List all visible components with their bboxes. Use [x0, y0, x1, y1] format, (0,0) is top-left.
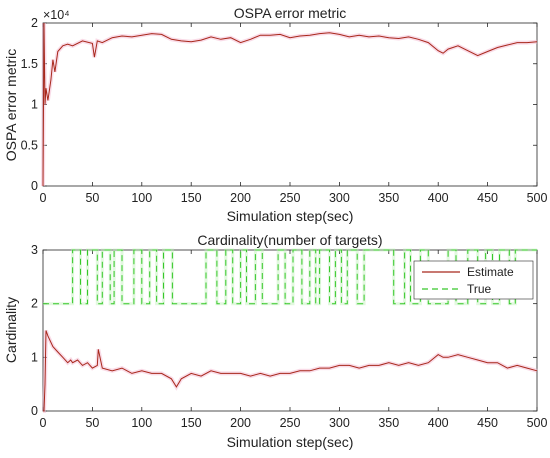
- cardinality-chart-title: Cardinality(number of targets): [197, 232, 382, 248]
- cardinality-x-tick-label: 50: [85, 416, 99, 430]
- cardinality-y-tick-label: 2: [31, 297, 38, 311]
- ospa-y-tick-label: 0.5: [21, 138, 38, 152]
- cardinality-x-tick-label: 0: [40, 416, 47, 430]
- ospa-series: [41, 22, 538, 187]
- estimate-series-line: [43, 330, 538, 412]
- ospa-x-tick-label: 250: [280, 191, 301, 205]
- cardinality-panel: 0 50 100 150 200 250 300 350 400 450 500 0 1 2 3 Cardi…: [3, 232, 547, 450]
- cardinality-x-axis-label: Simulation step(sec): [227, 434, 354, 450]
- ospa-x-tick-label: 450: [477, 191, 498, 205]
- cardinality-x-tick-label: 500: [527, 416, 548, 430]
- ospa-y-tick-label: 1: [31, 98, 38, 112]
- cardinality-x-tick-label: 150: [181, 416, 202, 430]
- legend-box: [413, 260, 534, 300]
- legend-true-label: True: [467, 282, 492, 296]
- ospa-x-tick-label: 200: [230, 191, 251, 205]
- ospa-x-tick-label: 350: [378, 191, 399, 205]
- cardinality-x-tick-label: 400: [428, 416, 449, 430]
- ospa-x-tick-label: 150: [181, 191, 202, 205]
- cardinality-x-tick-label: 100: [131, 416, 152, 430]
- ospa-series-line: [42, 22, 538, 187]
- ospa-y-axis-label: OSPA error metric: [3, 49, 19, 162]
- cardinality-ticks: 0 50 100 150 200 250 300 350 400 450 500 0 1 2 3: [31, 243, 547, 430]
- cardinality-y-tick-label: 1: [31, 350, 38, 364]
- cardinality-y-tick-label: 3: [31, 243, 38, 257]
- ospa-x-tick-label: 0: [40, 191, 47, 205]
- cardinality-x-tick-label: 350: [378, 416, 399, 430]
- cardinality-x-tick-label: 450: [477, 416, 498, 430]
- cardinality-y-axis-label: Cardinality: [3, 297, 19, 363]
- ospa-x-tick-label: 300: [329, 191, 350, 205]
- legend-estimate-label: Estimate: [467, 265, 514, 279]
- legend: Estimate True: [413, 260, 534, 300]
- ospa-x-axis-label: Simulation step(sec): [227, 208, 354, 224]
- ospa-x-tick-label: 100: [131, 191, 152, 205]
- cardinality-y-tick-label: 0: [31, 404, 38, 418]
- cardinality-series: [42, 248, 538, 413]
- ospa-y-tick-label: 2: [31, 16, 38, 30]
- cardinality-x-tick-label: 250: [280, 416, 301, 430]
- ospa-chart-title: OSPA error metric: [234, 5, 347, 21]
- cardinality-x-tick-label: 300: [329, 416, 350, 430]
- ospa-x-tick-label: 400: [428, 191, 449, 205]
- cardinality-x-tick-label: 200: [230, 416, 251, 430]
- ospa-x-tick-label: 50: [85, 191, 99, 205]
- ospa-x-tick-label: 500: [527, 191, 548, 205]
- ospa-ticks: 0 50 100 150 200 250 300 350 400 450 500 0 0.5 1 1.5 2: [21, 16, 548, 205]
- ospa-panel: 0 50 100 150 200 250 300 350 400 450 50000.511.52 …: [3, 5, 547, 224]
- ospa-y-tick-label: 0: [31, 179, 38, 193]
- ospa-y-exponent-label: ×10⁴: [43, 8, 70, 22]
- ospa-plot-area: [42, 22, 538, 187]
- ospa-y-tick-label: 1.5: [21, 57, 38, 71]
- true-series-line: [43, 249, 537, 305]
